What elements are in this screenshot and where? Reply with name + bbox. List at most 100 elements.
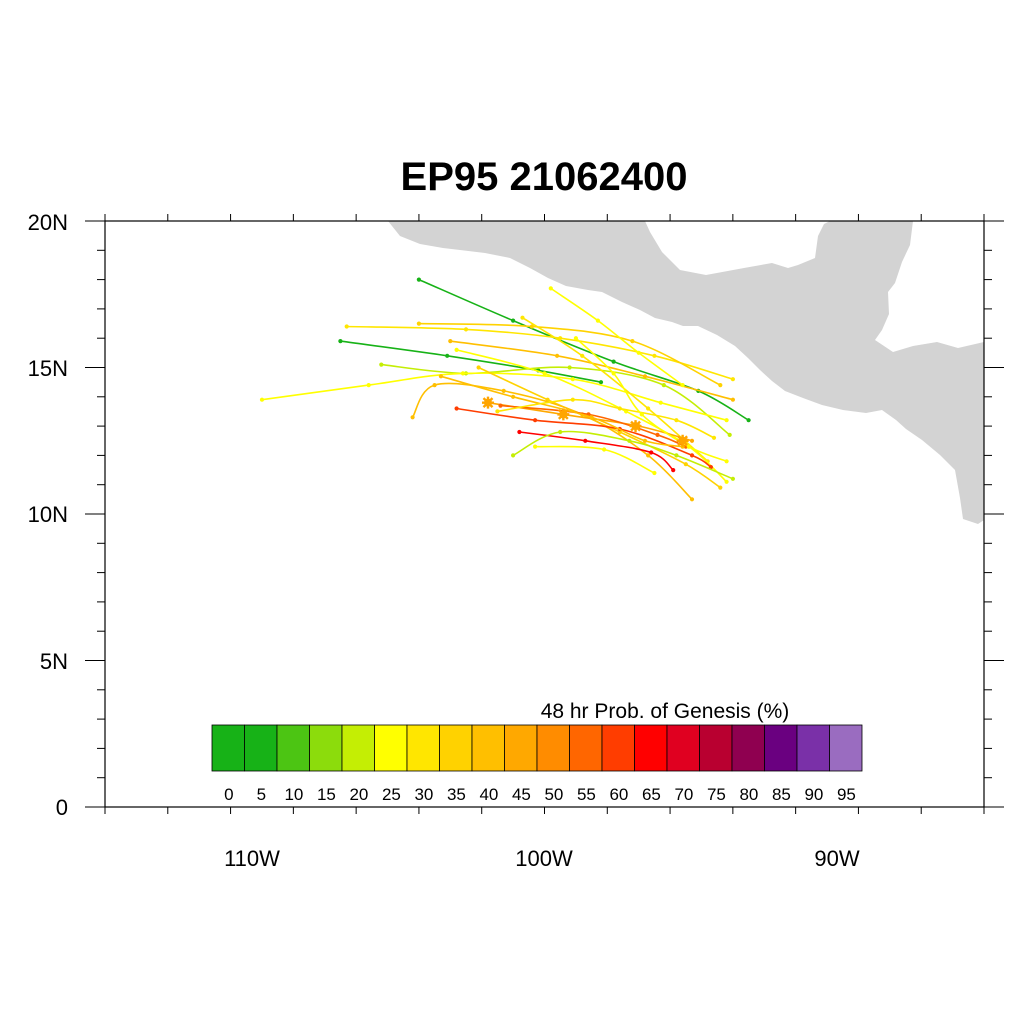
track-point	[661, 383, 666, 388]
land-mexico-central-america	[388, 221, 984, 524]
track-point	[746, 418, 751, 423]
track-point	[460, 371, 465, 376]
track-point	[454, 347, 459, 352]
track-point	[501, 388, 506, 393]
track-point	[689, 453, 695, 458]
colorbar-box	[634, 724, 668, 772]
tracks-layer	[259, 277, 751, 502]
track-point	[724, 479, 729, 484]
track-point	[432, 383, 437, 388]
track-point	[259, 397, 265, 402]
track-point	[454, 406, 459, 411]
colorbar-box	[536, 724, 570, 772]
colorbar-label: 20	[349, 785, 368, 804]
colorbar-title: 48 hr Prob. of Genesis (%)	[541, 700, 790, 723]
track-point	[379, 362, 384, 367]
colorbar-label: 70	[674, 785, 693, 804]
colorbar-label: 55	[577, 785, 596, 804]
track-point	[617, 429, 622, 435]
track-point	[724, 459, 729, 464]
colorbar-box	[374, 724, 408, 772]
colorbar-box	[471, 724, 505, 772]
track-point	[495, 409, 500, 414]
colorbar-box	[699, 724, 733, 772]
colorbar-label: 45	[512, 785, 531, 804]
track-point	[686, 444, 692, 449]
colorbar-box	[276, 724, 310, 772]
track-point	[671, 468, 676, 473]
x-tick-label-90w: 90W	[814, 846, 859, 871]
colorbar-box	[211, 724, 245, 772]
track-point	[689, 438, 695, 443]
track-point	[533, 418, 538, 423]
colorbar-label: 5	[257, 785, 266, 804]
colorbar-label: 40	[479, 785, 498, 804]
track-point	[533, 444, 538, 449]
track-line	[450, 340, 734, 401]
track-point	[639, 412, 644, 417]
track-line	[500, 404, 687, 448]
track-point	[611, 359, 616, 364]
track-point	[558, 429, 563, 435]
y-tick-labels: 0 5N 10N 15N 20N	[28, 210, 68, 820]
colorbar-label: 15	[317, 785, 336, 804]
track-point	[344, 324, 349, 329]
y-tick-label-20n: 20N	[28, 210, 68, 235]
track-point	[646, 453, 651, 458]
track-point	[730, 377, 736, 382]
colorbar-box	[829, 724, 863, 772]
track-point	[448, 339, 453, 344]
track-point	[689, 497, 695, 502]
track-point	[529, 324, 535, 329]
track-point	[510, 453, 516, 458]
track-point	[680, 383, 685, 388]
track-point	[627, 438, 632, 443]
track-point	[730, 397, 736, 402]
track-point	[366, 383, 371, 388]
track-line	[440, 375, 683, 448]
track-point	[636, 350, 641, 355]
colorbar-label: 75	[707, 785, 726, 804]
track-point	[338, 339, 343, 344]
x-tick-labels: 110W 100W 90W	[224, 846, 860, 871]
markers-layer	[481, 396, 689, 447]
colorbar-label: 90	[804, 785, 823, 804]
track-point	[595, 318, 601, 323]
colorbar-label: 65	[642, 785, 661, 804]
track-point	[642, 438, 648, 443]
track-point	[510, 394, 516, 399]
colorbar-box	[731, 724, 765, 772]
colorbar: 48 hr Prob. of Genesis (%) 0 5 10 15 20 25 30 3…	[211, 700, 863, 804]
track-point	[548, 286, 553, 291]
colorbar-box	[569, 724, 603, 772]
colorbar-label: 95	[837, 785, 856, 804]
track-point	[580, 353, 585, 358]
colorbar-box	[309, 724, 343, 772]
track-point	[416, 321, 421, 326]
track-line	[418, 278, 749, 421]
track-point	[630, 339, 635, 344]
x-tick-label-110w: 110W	[224, 846, 280, 871]
track-point	[510, 318, 516, 323]
track-point	[658, 400, 663, 405]
track-point	[683, 462, 688, 467]
colorbar-box	[764, 724, 798, 772]
colorbar-labels: 0 5 10 15 20 25 30 35 40 45 50 55 60 65 70 75 80 85 90 95	[224, 785, 856, 804]
track-point	[438, 374, 443, 379]
track-point	[674, 453, 679, 458]
center-marker	[481, 396, 494, 409]
x-tick-label-100w: 100W	[515, 846, 573, 871]
y-tick-label-10n: 10N	[28, 502, 68, 527]
center-marker	[676, 434, 689, 447]
track-point	[570, 397, 575, 402]
track-point	[416, 277, 421, 282]
colorbar-label: 25	[382, 785, 401, 804]
track-point	[602, 447, 607, 452]
axis-ticks	[85, 214, 1004, 814]
track-point	[573, 336, 579, 341]
track-point	[674, 418, 679, 423]
track-point	[567, 365, 572, 370]
colorbar-label: 50	[544, 785, 563, 804]
track-line	[418, 322, 721, 386]
map-title: EP95 21062400	[401, 155, 688, 199]
